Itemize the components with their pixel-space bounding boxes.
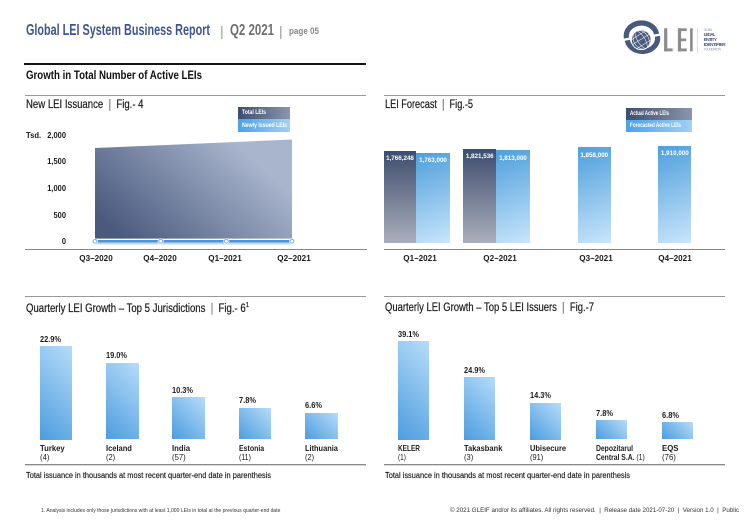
svg-text:IDENTIFIER: IDENTIFIER	[704, 42, 727, 48]
svg-text:ENTITY: ENTITY	[704, 37, 718, 43]
svg-text:GLOBAL: GLOBAL	[704, 28, 713, 32]
svg-text:FOUNDATION: FOUNDATION	[704, 47, 722, 51]
svg-text:LEGAL: LEGAL	[704, 32, 716, 38]
